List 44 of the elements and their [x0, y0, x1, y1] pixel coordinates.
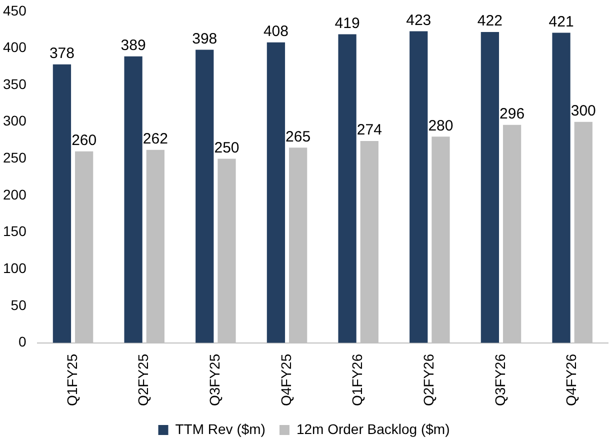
x-tick-label: Q1FY26 [349, 354, 366, 406]
x-tick-label: Q3FY26 [492, 354, 508, 406]
y-tick-label: 0 [18, 334, 27, 350]
y-tick-label: 250 [3, 150, 27, 166]
bar [410, 31, 428, 343]
x-tick-label: Q4FY26 [563, 354, 580, 406]
bar [480, 32, 500, 343]
y-tick-label: 150 [3, 223, 27, 240]
bar [52, 64, 72, 343]
y-tick-label: 350 [3, 76, 27, 92]
data-label: 389 [120, 36, 146, 54]
y-tick-label: 400 [3, 39, 27, 56]
x-tick-label: Q3FY25 [206, 354, 223, 406]
data-label: 419 [334, 14, 360, 32]
x-tick-label: Q2FY26 [420, 354, 437, 406]
data-label: 296 [500, 105, 525, 122]
data-label: 378 [49, 45, 74, 62]
y-tick-label: 300 [3, 112, 27, 129]
data-label: 408 [263, 22, 288, 40]
x-tick-label: Q2FY25 [135, 354, 152, 406]
bar [196, 50, 214, 343]
bar [338, 34, 356, 343]
data-label: 398 [192, 30, 218, 48]
data-label: 262 [142, 130, 168, 148]
data-label: 250 [214, 139, 240, 156]
x-tick-label: Q1FY25 [64, 354, 80, 406]
y-tick-label: 100 [3, 260, 27, 276]
y-tick-label: 450 [3, 2, 27, 18]
data-label: 274 [356, 122, 382, 139]
y-tick-label: 200 [3, 186, 27, 202]
y-tick-label: 50 [10, 296, 27, 313]
bar [124, 56, 142, 343]
data-label: 421 [548, 13, 574, 30]
data-label: 280 [428, 117, 454, 134]
legend-label: TTM Rev ($m) [175, 420, 266, 437]
x-tick-label: Q4FY25 [278, 354, 294, 406]
data-label: 265 [286, 128, 311, 146]
data-label: 260 [72, 132, 97, 149]
bar [552, 32, 570, 343]
data-label: 300 [570, 102, 596, 120]
data-label: 422 [477, 12, 502, 30]
data-label: 423 [406, 12, 432, 29]
bar [266, 42, 286, 343]
legend-label: 12m Order Backlog ($m) [296, 420, 450, 437]
